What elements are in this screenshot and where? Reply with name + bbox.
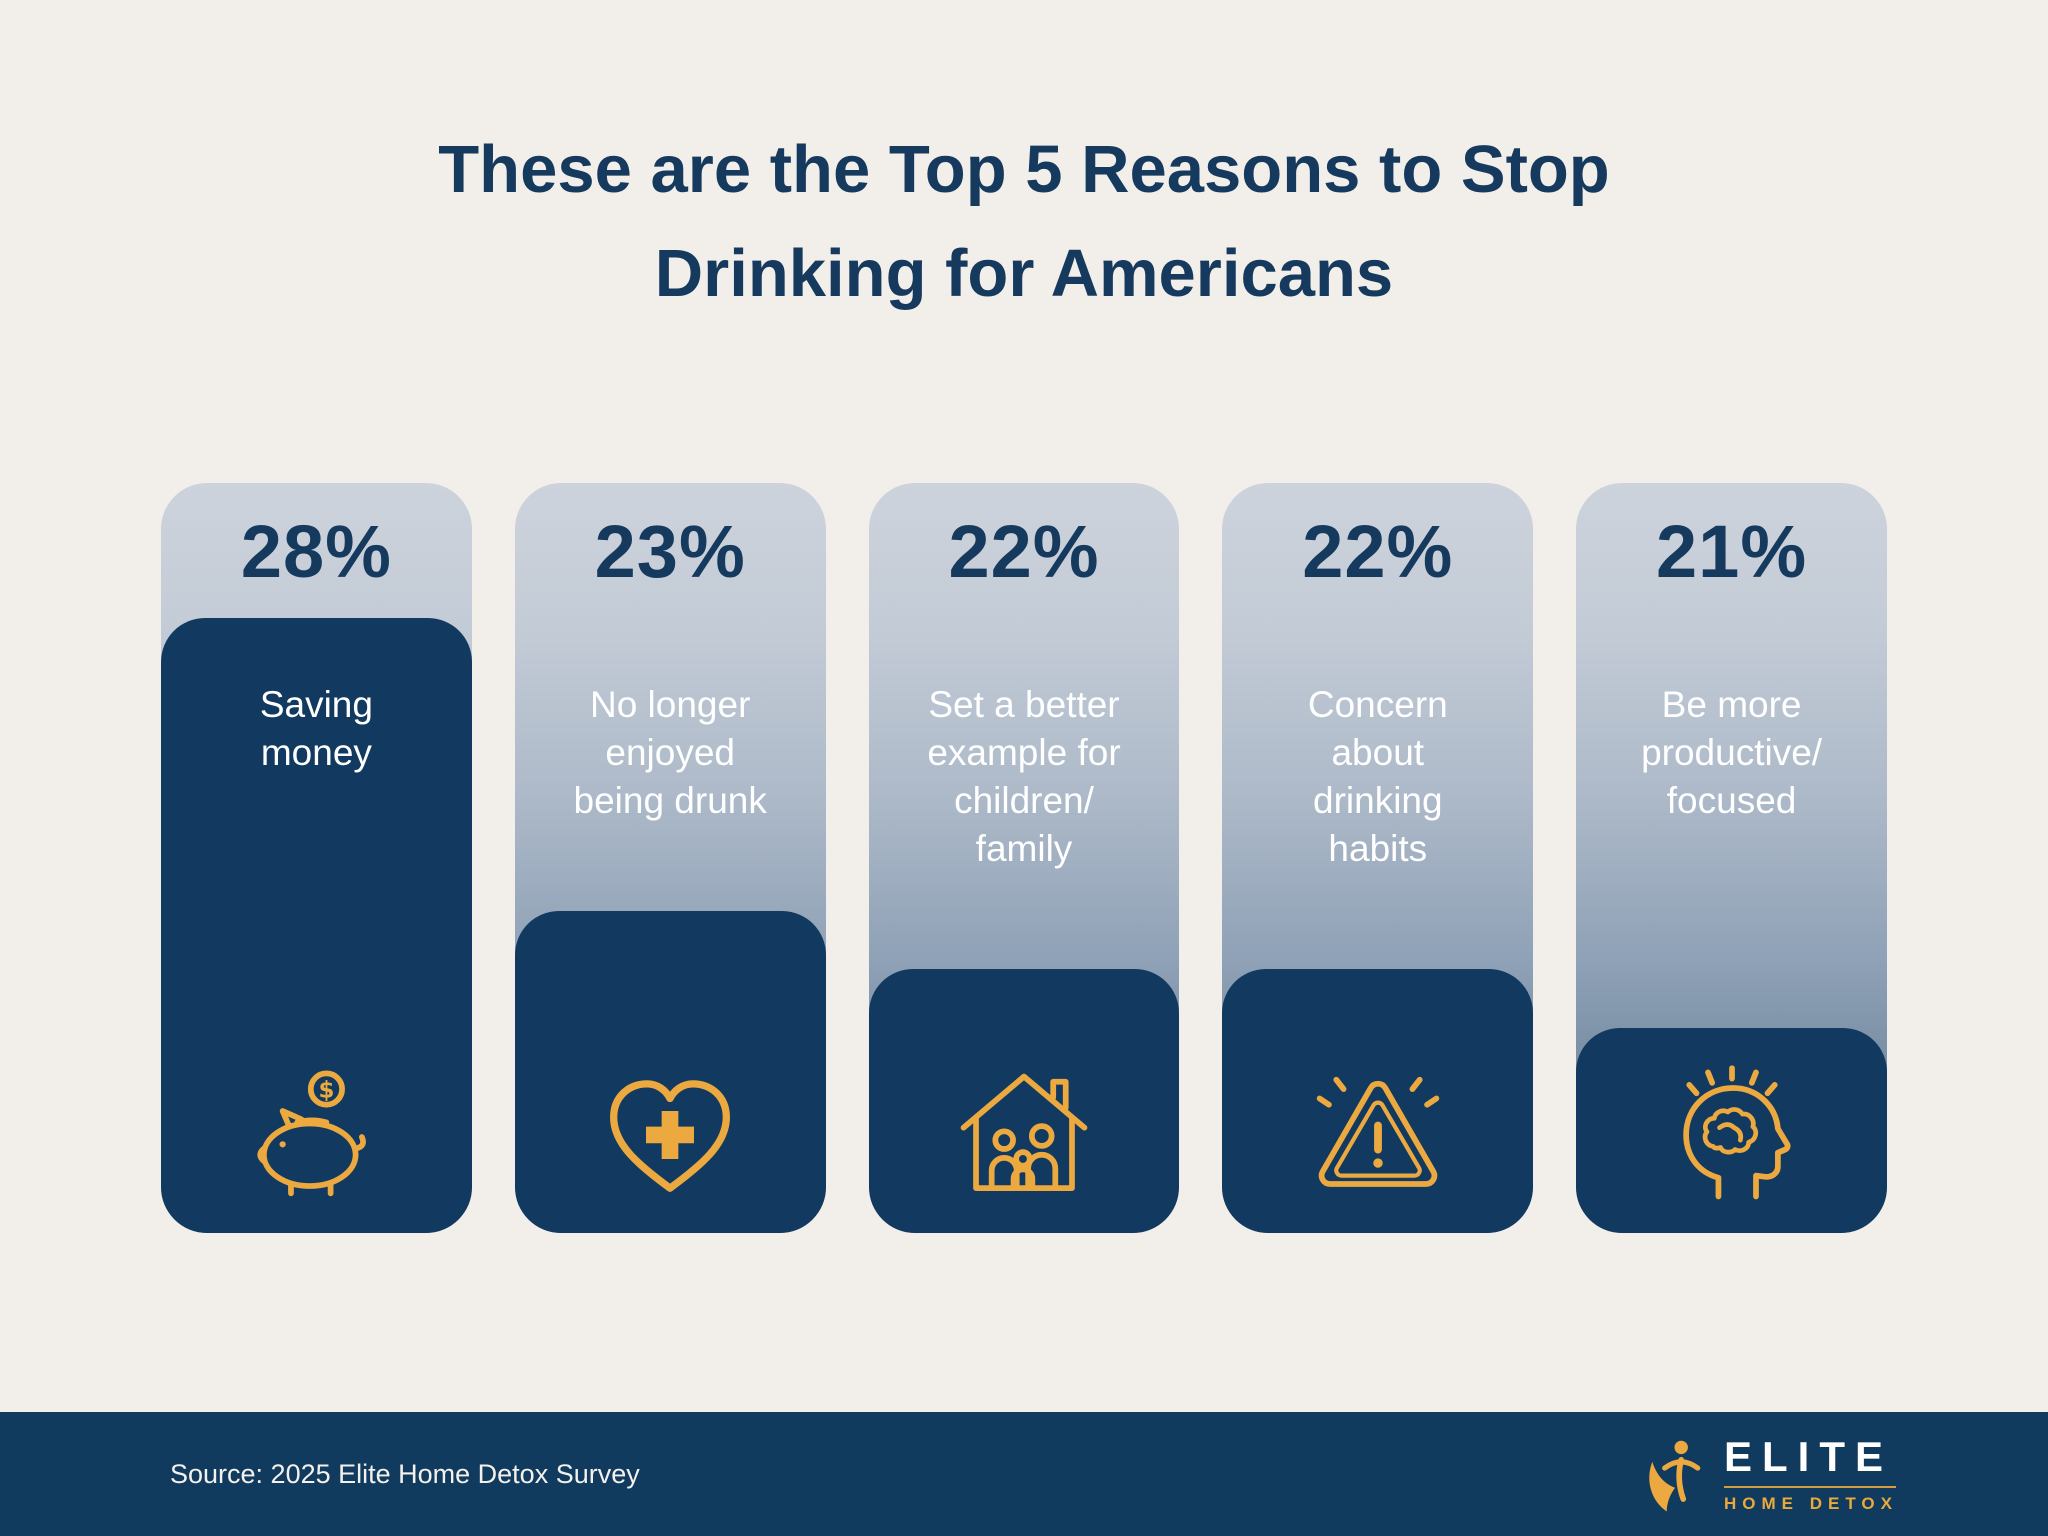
- percent-value: 28%: [240, 510, 392, 593]
- card-fill: [514, 911, 826, 1233]
- elite-home-detox-logo: ELITE HOME DETOX: [1644, 1435, 1898, 1513]
- brain-head-icon: [1659, 1063, 1805, 1209]
- card-fill: [161, 618, 472, 1233]
- logo-subtitle: HOME DETOX: [1724, 1494, 1898, 1513]
- logo-figure-icon: [1644, 1435, 1706, 1513]
- page-title: These are the Top 5 Reasons to Stop Drin…: [0, 0, 2048, 326]
- logo-divider: [1724, 1486, 1897, 1488]
- page-title-line-1: These are the Top 5 Reasons to Stop: [438, 132, 1610, 207]
- reason-card-saving-money: 28% Saving money $: [161, 483, 472, 1233]
- piggy-bank-icon: $: [243, 1063, 389, 1209]
- reason-cards: 28% Saving money $: [161, 483, 1887, 1233]
- reason-card-productive: 21% Be more productive/ focused: [1576, 483, 1887, 1233]
- footer-bar: Source: 2025 Elite Home Detox Survey ELI…: [0, 1412, 2048, 1536]
- heart-cross-icon: [597, 1063, 743, 1209]
- logo-text: ELITE HOME DETOX: [1724, 1436, 1898, 1512]
- percent-value: 22%: [1302, 510, 1454, 593]
- reason-card-no-longer-enjoyed: 23% No longer enjoyed being drunk: [514, 483, 826, 1233]
- reason-label: Concern about drinking habits: [1307, 684, 1448, 870]
- card-fill: [1576, 1028, 1887, 1233]
- reason-label: Set a better example for children/ famil…: [927, 684, 1121, 870]
- warning-icon: [1305, 1063, 1451, 1209]
- page-title-line-2: Drinking for Americans: [654, 235, 1394, 311]
- svg-text:$: $: [319, 1077, 335, 1103]
- reason-label: No longer enjoyed being drunk: [573, 684, 767, 822]
- family-home-icon: [951, 1063, 1097, 1209]
- reason-label: Saving money: [259, 684, 373, 774]
- source-text: Source: 2025 Elite Home Detox Survey: [170, 1458, 640, 1489]
- percent-value: 23%: [594, 510, 746, 593]
- logo-name: ELITE: [1724, 1433, 1894, 1480]
- reason-card-drinking-concern: 22% Concern about drinking habits: [1222, 483, 1534, 1233]
- reason-label: Be more productive/ focused: [1641, 684, 1823, 822]
- reason-card-better-example: 22% Set a better example for children/ f…: [868, 483, 1180, 1233]
- percent-value: 22%: [948, 510, 1100, 593]
- percent-value: 21%: [1656, 510, 1808, 593]
